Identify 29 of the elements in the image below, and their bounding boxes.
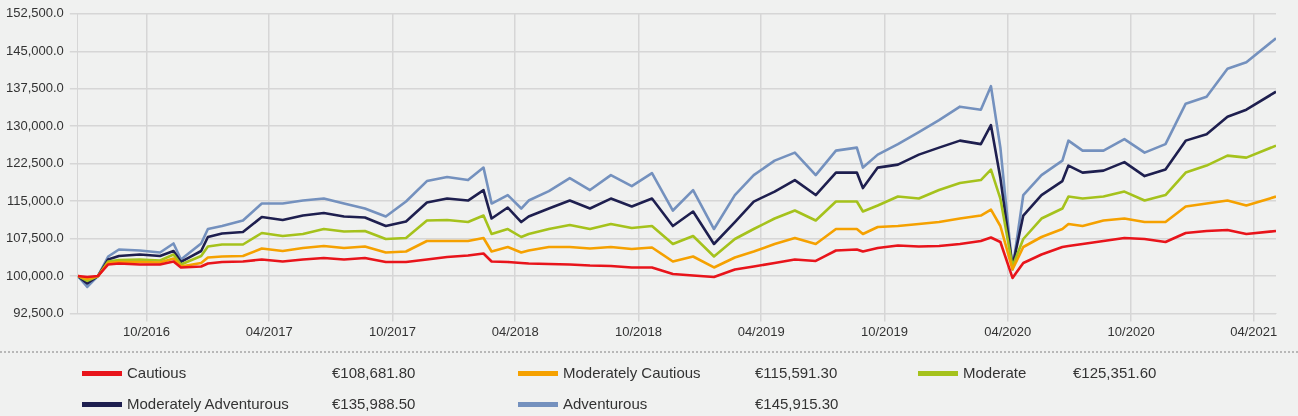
y-tick-label: 92,500.0 bbox=[13, 304, 64, 320]
x-tick-label: 10/2019 bbox=[860, 323, 908, 339]
x-tick-label: 10/2016 bbox=[123, 323, 171, 339]
y-tick-label: 122,500.0 bbox=[5, 155, 64, 171]
legend-label: Moderately Adventurous bbox=[127, 395, 289, 413]
x-tick-label: 04/2018 bbox=[491, 323, 539, 339]
text: €125,351.60 bbox=[1073, 364, 1157, 382]
x-tick-label: 04/2019 bbox=[737, 323, 785, 339]
x-tick-label: 10/2018 bbox=[615, 323, 663, 339]
y-tick-label: 145,000.0 bbox=[5, 42, 64, 58]
y-tick-label: 137,500.0 bbox=[5, 80, 64, 96]
legend-label: Cautious bbox=[127, 364, 187, 382]
y-tick-label: 152,500.0 bbox=[5, 5, 64, 21]
legend-label: Adventurous bbox=[563, 395, 648, 413]
x-tick-label: 04/2021 bbox=[1230, 323, 1278, 339]
legend-label: Moderate bbox=[963, 364, 1027, 382]
x-tick-label: 10/2017 bbox=[369, 323, 417, 339]
x-tick-label: 10/2020 bbox=[1107, 323, 1155, 339]
legend-label: Moderately Cautious bbox=[563, 364, 701, 382]
text: €135,988.50 bbox=[332, 395, 416, 413]
x-tick-label: 04/2017 bbox=[245, 323, 293, 339]
text: €108,681.80 bbox=[332, 364, 416, 382]
y-tick-label: 100,000.0 bbox=[5, 267, 64, 283]
y-tick-label: 130,000.0 bbox=[5, 117, 64, 133]
y-tick-label: 115,000.0 bbox=[6, 192, 64, 208]
x-tick-label: 04/2020 bbox=[984, 323, 1032, 339]
y-tick-label: 107,500.0 bbox=[5, 230, 64, 246]
text: €115,591.30 bbox=[755, 364, 838, 382]
text: €145,915.30 bbox=[755, 395, 839, 413]
